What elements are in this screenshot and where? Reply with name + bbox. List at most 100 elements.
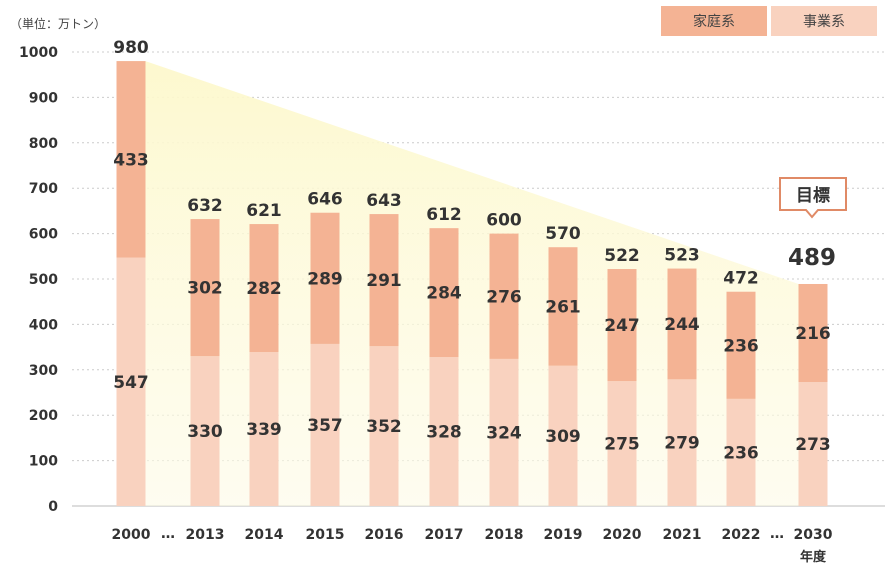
label-business-2013: 330: [187, 422, 223, 442]
axis-labels: 0 100 200 300 400 500 600 700 800 900 1000 2000 2013…: [19, 45, 833, 543]
bars: [116, 61, 828, 506]
label-household-2021: 244: [664, 315, 700, 335]
label-household-2018: 276: [486, 287, 522, 307]
x-tick-label: 2021: [663, 527, 702, 543]
legend: 家庭系 事業系: [661, 6, 877, 36]
legend-label-business: 事業系: [803, 14, 845, 30]
y-tick-label: 600: [29, 227, 58, 243]
bar-household-2013: [190, 219, 220, 357]
y-tick-label: 500: [29, 272, 58, 288]
y-tick-label: 1000: [19, 45, 58, 61]
y-tick-label: 700: [29, 181, 58, 197]
bar-household-2014: [249, 224, 279, 353]
label-business-2019: 309: [545, 427, 581, 447]
gap-marker-1: …: [161, 526, 175, 542]
x-tick-label: 2022: [722, 527, 761, 543]
x-axis-title: 年度: [800, 549, 827, 565]
bar-household-2022: [726, 291, 756, 399]
label-total-2018: 600: [486, 211, 522, 231]
label-total-2022: 472: [723, 269, 759, 289]
label-business-2017: 328: [426, 423, 462, 443]
y-tick-label: 200: [29, 408, 58, 424]
y-tick-label: 100: [29, 454, 58, 470]
x-tick-label: 2013: [186, 527, 225, 543]
label-business-2014: 339: [246, 420, 282, 440]
bar-business-2030: [798, 382, 828, 506]
legend-swatch-business: [771, 6, 877, 36]
x-tick-label: 2016: [365, 527, 404, 543]
bar-household-2030: [798, 283, 828, 383]
label-household-2014: 282: [246, 279, 282, 299]
target-callout: 目標 489: [779, 177, 847, 271]
label-total-2016: 643: [366, 191, 402, 211]
label-household-2020: 247: [604, 316, 640, 336]
label-household-2016: 291: [366, 271, 402, 291]
bar-household-2017: [429, 228, 459, 358]
bar-business-2021: [667, 379, 697, 506]
label-household-2000: 433: [113, 150, 149, 170]
label-business-2016: 352: [366, 417, 402, 437]
bar-business-2018: [489, 358, 519, 506]
label-total-2020: 522: [604, 246, 640, 266]
bar-business-2000: [116, 257, 146, 506]
y-tick-label: 800: [29, 136, 58, 152]
label-household-2019: 261: [545, 297, 581, 317]
bar-household-2000: [116, 61, 146, 258]
legend-label-household: 家庭系: [693, 13, 735, 30]
y-tick-label: 900: [29, 90, 58, 106]
label-business-2015: 357: [307, 416, 343, 436]
label-total-2021: 523: [664, 246, 700, 266]
x-tick-label: 2000: [112, 527, 151, 543]
label-business-2020: 275: [604, 435, 640, 455]
label-total-2014: 621: [246, 201, 282, 221]
x-tick-label: 2015: [306, 527, 345, 543]
gap-marker-2: …: [770, 526, 784, 542]
bar-business-2020: [607, 381, 637, 506]
bar-business-2016: [369, 346, 399, 506]
bar-business-2019: [548, 365, 578, 506]
bar-household-2019: [548, 247, 578, 366]
label-total-2000: 980: [113, 38, 149, 58]
x-tick-label: 2018: [485, 527, 524, 543]
y-tick-label: 0: [48, 499, 58, 515]
y-tick-label: 400: [29, 317, 58, 333]
target-label: 目標: [796, 185, 830, 206]
label-household-2017: 284: [426, 284, 462, 304]
bar-business-2022: [726, 398, 756, 506]
label-total-2019: 570: [545, 224, 581, 244]
x-tick-label: 2030: [794, 527, 833, 543]
label-household-2022: 236: [723, 336, 759, 356]
x-tick-label: 2014: [245, 527, 284, 543]
unit-label: （単位：万トン）: [10, 16, 106, 31]
label-total-2013: 632: [187, 196, 223, 216]
target-value: 489: [788, 245, 836, 271]
label-business-2000: 547: [113, 373, 149, 393]
x-tick-label: 2019: [544, 527, 583, 543]
legend-swatch-household: [661, 6, 767, 36]
label-business-2021: 279: [664, 434, 700, 454]
label-business-2022: 236: [723, 443, 759, 463]
label-business-2018: 324: [486, 423, 522, 443]
bar-business-2014: [249, 352, 279, 506]
bar-business-2017: [429, 357, 459, 506]
x-tick-label: 2020: [603, 527, 642, 543]
y-tick-label: 300: [29, 363, 58, 379]
label-total-2017: 612: [426, 205, 462, 225]
x-tick-label: 2017: [425, 527, 464, 543]
bar-household-2016: [369, 214, 399, 347]
trend-area: [145, 61, 799, 506]
label-household-2015: 289: [307, 269, 343, 289]
bar-business-2015: [310, 343, 340, 506]
trend-band: [145, 61, 799, 506]
label-household-2030: 216: [795, 324, 831, 344]
target-callout-box: [779, 177, 847, 219]
bar-business-2013: [190, 356, 220, 506]
label-household-2013: 302: [187, 279, 223, 299]
bar-household-2020: [607, 269, 637, 382]
bar-household-2021: [667, 268, 697, 380]
bar-household-2015: [310, 212, 340, 344]
data-labels: 547 433 980 330 302 632 339 282 621 357 289 646 352 2…: [113, 38, 831, 463]
label-business-2030: 273: [795, 435, 831, 455]
bar-household-2018: [489, 233, 519, 359]
